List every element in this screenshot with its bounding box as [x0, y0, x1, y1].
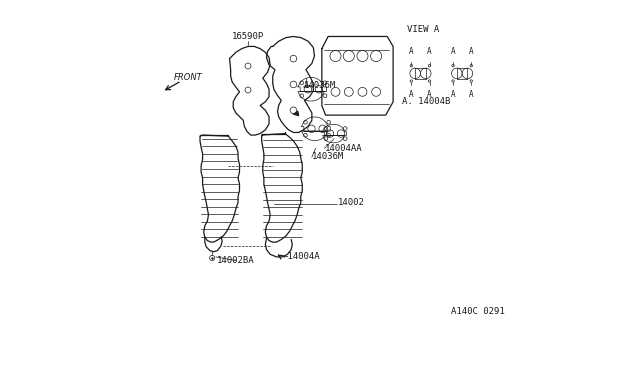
Text: A: A — [428, 47, 432, 56]
Text: A: A — [469, 47, 474, 56]
Text: A. 14004B: A. 14004B — [402, 97, 451, 106]
Text: A: A — [303, 81, 308, 90]
Text: FRONT: FRONT — [174, 73, 203, 82]
Text: A140C 0291: A140C 0291 — [451, 308, 505, 317]
Text: A: A — [409, 90, 413, 99]
Text: A: A — [451, 47, 455, 56]
Text: A: A — [451, 90, 455, 99]
Text: 14002: 14002 — [338, 198, 365, 207]
Text: 14004AA: 14004AA — [324, 144, 362, 153]
Text: ←14004A: ←14004A — [282, 252, 320, 261]
Text: VIEW A: VIEW A — [407, 25, 439, 33]
Text: 14036M: 14036M — [303, 81, 335, 90]
Text: A: A — [469, 90, 474, 99]
Text: 16590P: 16590P — [232, 32, 264, 41]
Text: 14002BA: 14002BA — [217, 256, 255, 265]
Text: A: A — [409, 47, 413, 56]
Text: 14036M: 14036M — [312, 153, 344, 161]
Text: A: A — [428, 90, 432, 99]
